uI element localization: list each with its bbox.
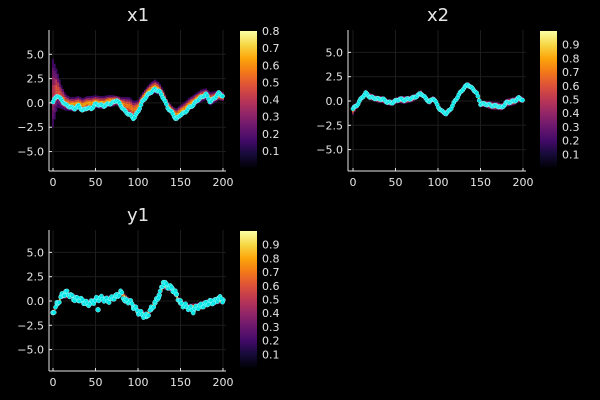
y-tick-label: −2.5 <box>17 121 44 134</box>
axes: 0 50 100 150 200 5.0 2.5 0.0 −2.5 −5.0 <box>17 230 234 389</box>
x-tick-label: 200 <box>513 176 534 189</box>
colorbar-tick-label: 0.7 <box>262 266 280 279</box>
colorbar-tick-label: 0.6 <box>562 80 580 93</box>
colorbar-tick-label: 0.6 <box>262 280 280 293</box>
x-tick-label: 0 <box>50 176 57 189</box>
plot-title: x1 <box>127 5 149 26</box>
colorbar-tick-label: 0.7 <box>562 66 580 79</box>
y-tick-label: −5.0 <box>17 146 44 159</box>
colorbar-tick-label: 0.3 <box>262 321 280 334</box>
y-tick-label: 2.5 <box>326 71 344 84</box>
colorbar-tick-label: 0.5 <box>262 294 280 307</box>
colorbar-tick-label: 0.4 <box>562 107 580 120</box>
x-tick-label: 0 <box>50 376 57 389</box>
plot-title: y1 <box>127 205 149 226</box>
y-tick-label: 5.0 <box>27 48 45 61</box>
colorbar: 0.10.20.30.40.50.60.70.80.9 <box>240 231 280 368</box>
colorbar-gradient <box>240 31 257 168</box>
colorbar-tick-label: 0.4 <box>262 94 280 107</box>
data-points <box>350 82 525 117</box>
axes: 0 50 100 150 200 5.0 2.5 0.0 −2.5 −5.0 <box>17 30 234 189</box>
x-tick-label: 200 <box>213 376 234 389</box>
colorbar-gradient <box>540 31 557 168</box>
colorbar-tick-label: 0.2 <box>262 335 280 348</box>
x-tick-label: 50 <box>389 176 403 189</box>
y-tick-label: −2.5 <box>17 319 44 332</box>
colorbar-tick-label: 0.1 <box>562 148 580 161</box>
x-tick-label: 100 <box>428 176 449 189</box>
colorbar-tick-label: 0.9 <box>262 239 280 252</box>
x-tick-label: 150 <box>470 176 491 189</box>
colorbar-tick-label: 0.3 <box>562 121 580 134</box>
y-tick-label: −2.5 <box>316 119 343 132</box>
colorbar-tick-label: 0.9 <box>562 39 580 52</box>
colorbar-tick-label: 0.8 <box>562 52 580 65</box>
colorbar-tick-label: 0.5 <box>262 76 280 89</box>
colorbar: 0.1 0.2 0.3 0.4 0.5 0.6 0.7 0.8 <box>240 25 280 168</box>
colorbar-gradient <box>240 231 257 368</box>
colorbar-tick-label: 0.5 <box>562 94 580 107</box>
x-tick-label: 0 <box>350 176 357 189</box>
y-tick-label: 0.0 <box>326 95 344 108</box>
colorbar-tick-label: 0.7 <box>262 42 280 55</box>
y-tick-label: 5.0 <box>27 246 45 259</box>
colorbar: 0.10.20.30.40.50.60.70.80.9 <box>540 31 580 168</box>
colorbar-tick-label: 0.8 <box>262 25 280 38</box>
x-tick-label: 50 <box>89 176 103 189</box>
x-tick-label: 200 <box>213 176 234 189</box>
y-tick-label: −5.0 <box>17 344 44 357</box>
axes: 0 50 100 150 200 5.0 2.5 0.0 −2.5 −5.0 <box>316 30 534 189</box>
data-points <box>50 86 225 122</box>
x-tick-label: 100 <box>128 176 149 189</box>
y-tick-label: 2.5 <box>27 73 45 86</box>
y-tick-label: 0.0 <box>27 97 45 110</box>
plot-title: x2 <box>427 5 449 26</box>
colorbar-tick-label: 0.1 <box>262 348 280 361</box>
colorbar-tick-label: 0.1 <box>262 145 280 158</box>
data-points <box>50 279 226 320</box>
y-tick-label: 5.0 <box>326 46 344 59</box>
colorbar-tick-label: 0.2 <box>262 128 280 141</box>
x-tick-label: 150 <box>170 376 191 389</box>
colorbar-tick-label: 0.8 <box>262 252 280 265</box>
colorbar-tick-label: 0.3 <box>262 111 280 124</box>
x-tick-label: 150 <box>170 176 191 189</box>
y-tick-label: 0.0 <box>27 295 45 308</box>
y-tick-label: 2.5 <box>27 271 45 284</box>
colorbar-tick-label: 0.4 <box>262 307 280 320</box>
colorbar-tick-label: 0.6 <box>262 59 280 72</box>
x-tick-label: 100 <box>128 376 149 389</box>
colorbar-tick-label: 0.2 <box>562 135 580 148</box>
x-tick-label: 50 <box>89 376 103 389</box>
y-tick-label: −5.0 <box>316 144 343 157</box>
